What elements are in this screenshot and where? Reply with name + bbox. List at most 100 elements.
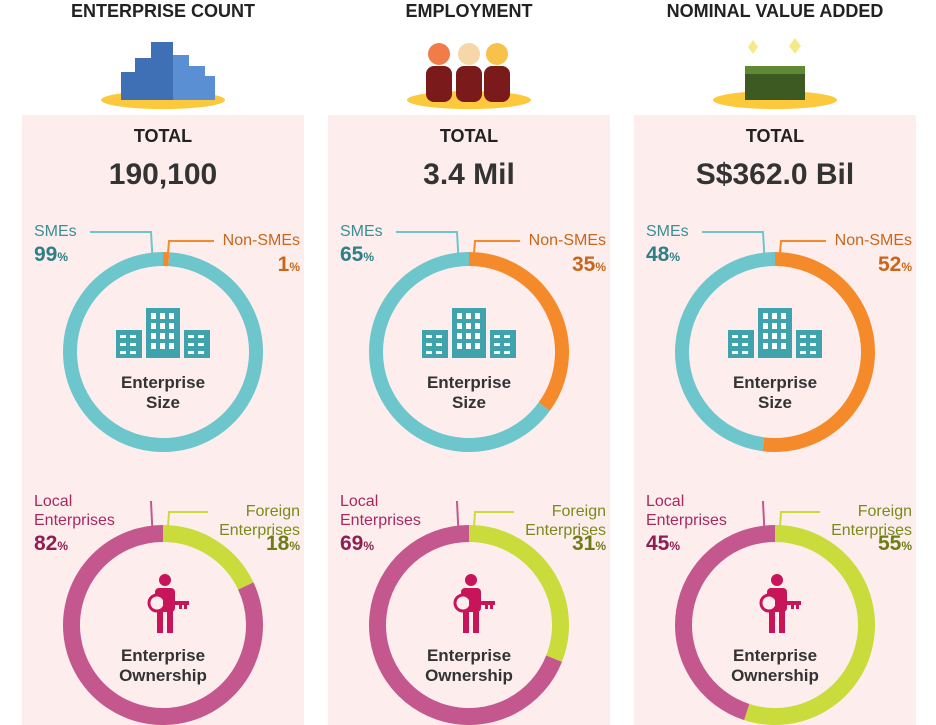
icon-shape — [800, 335, 806, 338]
value-label: 31% — [496, 532, 606, 556]
unit: % — [669, 250, 681, 264]
icon-shape — [779, 611, 785, 633]
icon-shape — [159, 574, 171, 586]
center-line: Size — [451, 393, 487, 412]
value-label: 52% — [782, 253, 912, 277]
center-line: Ownership — [731, 666, 819, 685]
center-line: Enterprise — [120, 646, 206, 665]
unit: % — [289, 260, 300, 274]
icon-shape — [485, 601, 488, 609]
icon-shape — [116, 330, 142, 358]
unit: % — [901, 260, 912, 274]
value-label: 55% — [802, 532, 912, 556]
icon-shape — [742, 335, 748, 338]
value: 52 — [877, 253, 902, 276]
icon-shape — [151, 323, 156, 329]
center-line: Enterprise — [426, 646, 512, 665]
icon-shape — [504, 335, 510, 338]
icon-shape — [151, 42, 173, 100]
center-line: Ownership — [425, 666, 513, 685]
header-icon — [407, 43, 531, 109]
donut-segment — [675, 252, 776, 452]
icon-shape — [173, 55, 189, 100]
column-title: ENTERPRISE COUNT — [70, 1, 256, 21]
icon-shape — [198, 335, 204, 338]
icon-shape — [475, 343, 480, 349]
center-line: Size — [145, 393, 181, 412]
value-label: 35% — [476, 253, 606, 277]
icon-shape — [775, 601, 801, 605]
icon-shape — [772, 333, 777, 339]
icon-shape — [763, 313, 768, 319]
icon-shape — [745, 66, 805, 74]
total-value: S$362.0 Bil — [695, 158, 855, 191]
total-label: TOTAL — [439, 126, 499, 146]
center-line: Size — [757, 393, 793, 412]
icon-shape — [203, 76, 215, 100]
icon-shape — [436, 351, 442, 354]
icon-shape — [473, 611, 479, 633]
legend-label: Local Enterprises — [340, 493, 421, 529]
donut-segment — [762, 252, 875, 452]
icon-shape — [436, 335, 442, 338]
unit: % — [57, 250, 69, 264]
donut-segment — [162, 525, 254, 590]
icon-shape — [453, 593, 473, 613]
value-label: 69% — [340, 532, 374, 556]
header-icon — [101, 42, 225, 109]
value-label: 82% — [34, 532, 68, 556]
icon-shape — [781, 343, 786, 349]
icon-shape — [475, 313, 480, 319]
icon-shape — [151, 333, 156, 339]
legend-label: Foreign Enterprises — [219, 503, 300, 539]
icon-shape — [160, 323, 165, 329]
icon-shape — [147, 593, 167, 613]
icon-shape — [428, 43, 450, 65]
icon-shape — [763, 343, 768, 349]
icon-shape — [732, 351, 738, 354]
icon-shape — [426, 335, 432, 338]
icon-shape — [748, 38, 801, 54]
center-icon — [422, 308, 516, 358]
center-label: Enterprise Ownership — [389, 646, 549, 686]
center-line: Enterprise — [426, 373, 512, 392]
icon-shape — [151, 313, 156, 319]
icon-shape — [121, 72, 135, 100]
total-value: 3.4 Mil — [423, 158, 515, 191]
icon-shape — [120, 343, 126, 346]
icon-shape — [800, 343, 806, 346]
total-value: 190,100 — [108, 158, 218, 191]
value: 55 — [877, 532, 902, 555]
center-icon — [728, 308, 822, 358]
icon-shape — [198, 343, 204, 346]
icon-shape — [781, 333, 786, 339]
legend-label: SMEs — [340, 223, 383, 240]
icon-shape — [169, 323, 174, 329]
center-icon — [116, 308, 210, 358]
icon-shape — [475, 333, 480, 339]
icon-shape — [781, 313, 786, 319]
legend-label: Foreign Enterprises — [525, 503, 606, 539]
center-icon — [147, 574, 189, 633]
value: 1 — [277, 253, 290, 276]
leader-line — [166, 511, 208, 543]
icon-shape — [732, 343, 738, 346]
center-line: Enterprise — [732, 646, 818, 665]
icon-shape — [772, 323, 777, 329]
donut-segment — [369, 252, 550, 452]
leader-line — [90, 231, 154, 267]
value-label: 45% — [646, 532, 680, 556]
icon-shape — [486, 43, 508, 65]
unit: % — [289, 539, 300, 553]
icon-shape — [466, 313, 471, 319]
icon-shape — [769, 611, 775, 633]
icon-shape — [490, 601, 493, 609]
leader-line — [149, 501, 154, 543]
value: 82 — [34, 532, 58, 555]
icon-shape — [810, 335, 816, 338]
icon-shape — [810, 343, 816, 346]
center-label: Enterprise Size — [389, 373, 549, 413]
icon-shape — [494, 335, 500, 338]
